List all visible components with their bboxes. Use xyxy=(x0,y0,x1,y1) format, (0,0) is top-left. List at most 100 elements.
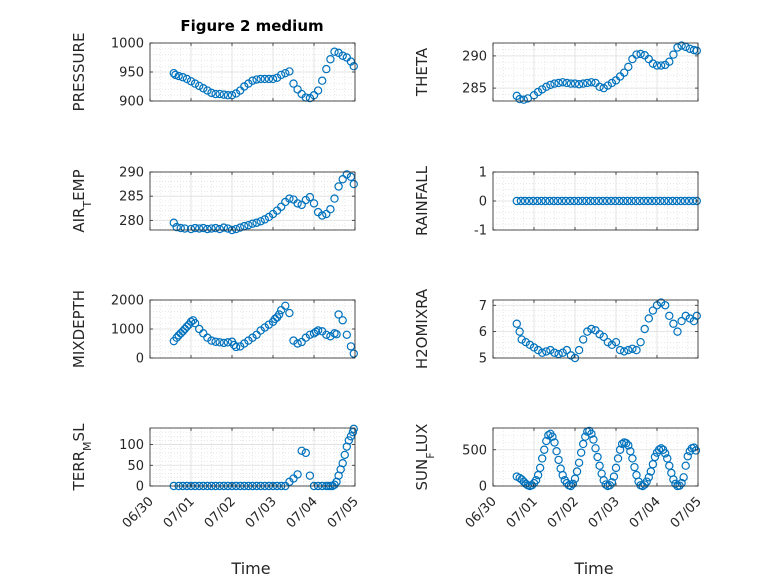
data-point xyxy=(668,196,677,206)
data-point xyxy=(203,224,212,234)
data-point xyxy=(207,336,216,345)
data-point xyxy=(281,68,290,78)
data-series xyxy=(512,196,701,206)
data-point xyxy=(652,61,662,70)
data-point xyxy=(199,223,208,233)
y-tick-label: 950 xyxy=(119,66,144,81)
data-point xyxy=(602,196,612,206)
data-point xyxy=(590,196,599,206)
data-point xyxy=(219,223,228,232)
data-point xyxy=(550,438,559,447)
data-point xyxy=(338,175,347,184)
data-point xyxy=(349,179,358,189)
data-point xyxy=(639,196,649,206)
x-tick-label: 07/05 xyxy=(325,494,362,531)
data-point xyxy=(681,461,690,470)
data-point xyxy=(654,445,664,454)
data-point xyxy=(554,455,563,465)
y-tick-label: 50 xyxy=(127,459,144,474)
data-point xyxy=(182,74,192,84)
data-point xyxy=(661,449,670,458)
data-point xyxy=(635,196,644,206)
data-point xyxy=(538,348,547,357)
data-point xyxy=(326,205,335,214)
data-point xyxy=(285,194,294,203)
data-point xyxy=(305,471,315,480)
data-point xyxy=(677,41,686,50)
data-point xyxy=(546,80,555,90)
data-point xyxy=(174,71,183,81)
data-point xyxy=(574,196,583,206)
data-point xyxy=(579,335,588,344)
data-point xyxy=(650,452,660,462)
data-point xyxy=(568,479,578,489)
data-point xyxy=(594,196,603,206)
data-series xyxy=(169,301,358,358)
data-series xyxy=(169,424,358,491)
data-point xyxy=(636,337,645,347)
data-point xyxy=(647,196,657,206)
data-point xyxy=(644,54,654,64)
data-point xyxy=(190,319,200,328)
data-point xyxy=(579,439,588,449)
data-point xyxy=(537,196,546,206)
data-point xyxy=(542,436,551,446)
data-point xyxy=(289,79,298,88)
data-point xyxy=(293,470,302,479)
data-point xyxy=(538,85,547,94)
data-point xyxy=(520,196,530,206)
data-point xyxy=(285,308,294,318)
axes-box xyxy=(149,427,356,487)
data-point xyxy=(215,224,224,234)
data-point xyxy=(542,82,551,92)
data-point xyxy=(680,196,690,206)
data-point xyxy=(231,224,241,234)
y-tick-label: 6 xyxy=(479,325,487,340)
data-point xyxy=(576,448,586,457)
data-point xyxy=(632,345,641,355)
data-point xyxy=(598,196,608,206)
data-point xyxy=(524,196,534,206)
data-point xyxy=(644,473,654,482)
data-point xyxy=(215,89,224,99)
data-point xyxy=(632,50,641,59)
data-point xyxy=(186,317,196,326)
data-point xyxy=(587,429,596,438)
data-point xyxy=(627,196,636,206)
data-point xyxy=(656,298,666,307)
data-point xyxy=(624,441,633,450)
data-point xyxy=(322,209,331,219)
data-point xyxy=(346,432,356,441)
data-point xyxy=(607,340,617,350)
data-point xyxy=(606,196,616,206)
data-point xyxy=(260,74,269,84)
data-point xyxy=(549,196,558,206)
data-point xyxy=(326,55,335,64)
data-point xyxy=(615,445,625,454)
data-point xyxy=(512,319,521,328)
data-point xyxy=(692,46,701,55)
data-point xyxy=(615,345,625,355)
data-point xyxy=(672,196,681,206)
data-point xyxy=(656,444,666,453)
data-point xyxy=(318,76,327,85)
data-point xyxy=(199,329,208,338)
data-point xyxy=(665,311,674,321)
y-tick-label: 7 xyxy=(479,299,487,314)
data-point xyxy=(322,64,331,74)
data-point xyxy=(313,86,323,95)
y-tick-label: 0 xyxy=(479,195,487,210)
data-point xyxy=(574,345,584,355)
x-tick-label: 07/02 xyxy=(202,494,239,531)
data-point xyxy=(338,51,347,60)
x-axis-label-left: Time xyxy=(230,559,270,578)
data-series xyxy=(169,47,358,103)
data-point xyxy=(671,479,680,489)
data-point xyxy=(665,57,674,66)
axes-box xyxy=(492,427,699,487)
data-point xyxy=(521,337,531,347)
y-axis-label: RAINFALL xyxy=(413,165,431,236)
data-point xyxy=(349,61,358,71)
y-tick-label: 285 xyxy=(462,82,487,97)
